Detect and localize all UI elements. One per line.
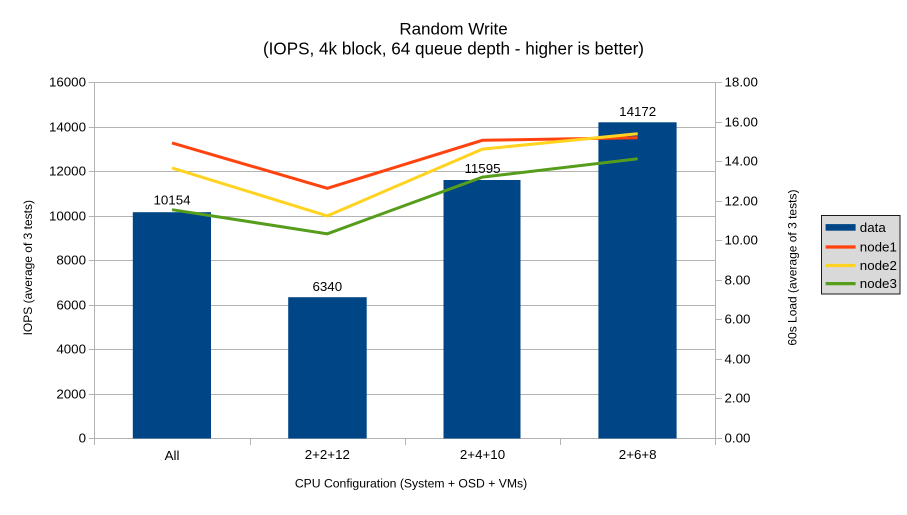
svg-text:6340: 6340 <box>312 279 342 294</box>
svg-text:node1: node1 <box>860 239 897 254</box>
svg-text:node2: node2 <box>860 258 897 273</box>
svg-text:2000: 2000 <box>56 387 86 402</box>
svg-text:6000: 6000 <box>56 298 86 313</box>
svg-text:12000: 12000 <box>49 164 86 179</box>
svg-text:2.00: 2.00 <box>725 391 751 406</box>
svg-text:IOPS (average of 3 tests): IOPS (average of 3 tests) <box>21 200 35 335</box>
svg-text:10154: 10154 <box>153 192 191 207</box>
svg-text:4.00: 4.00 <box>725 352 751 367</box>
svg-text:(IOPS, 4k block, 64 queue dept: (IOPS, 4k block, 64 queue depth - higher… <box>263 39 644 58</box>
svg-text:60s Load (average of 3 tests): 60s Load (average of 3 tests) <box>786 190 800 346</box>
svg-text:data: data <box>860 220 887 235</box>
svg-text:0: 0 <box>79 431 86 446</box>
svg-text:18.00: 18.00 <box>725 75 758 90</box>
svg-text:12.00: 12.00 <box>725 194 758 209</box>
svg-text:2+2+12: 2+2+12 <box>305 447 350 462</box>
svg-text:6.00: 6.00 <box>725 312 751 327</box>
svg-text:CPU Configuration (System + OS: CPU Configuration (System + OSD + VMs) <box>295 477 527 491</box>
svg-text:2+6+8: 2+6+8 <box>619 447 657 462</box>
svg-text:10000: 10000 <box>49 209 86 224</box>
svg-text:node3: node3 <box>860 276 897 291</box>
svg-text:11595: 11595 <box>464 161 500 176</box>
svg-text:0.00: 0.00 <box>725 431 751 446</box>
svg-text:8000: 8000 <box>56 253 86 268</box>
svg-text:10.00: 10.00 <box>725 233 758 248</box>
svg-text:4000: 4000 <box>56 342 86 357</box>
svg-text:14000: 14000 <box>49 120 86 135</box>
svg-text:8.00: 8.00 <box>725 273 751 288</box>
svg-text:14.00: 14.00 <box>725 154 758 169</box>
svg-text:16.00: 16.00 <box>725 115 758 130</box>
svg-text:14172: 14172 <box>619 104 656 119</box>
svg-text:All: All <box>165 448 180 463</box>
svg-text:2+4+10: 2+4+10 <box>460 447 505 462</box>
svg-text:16000: 16000 <box>49 75 86 90</box>
svg-text:Random Write: Random Write <box>399 20 507 39</box>
